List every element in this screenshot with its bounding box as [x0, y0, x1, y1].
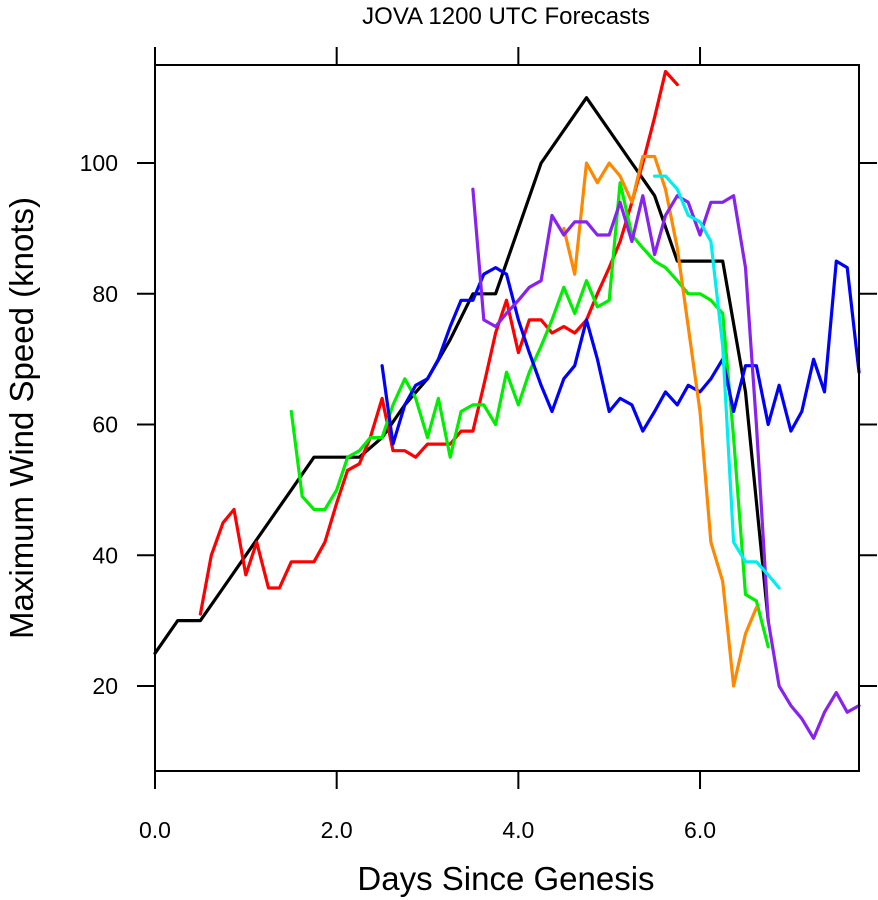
series-line-1	[153, 96, 770, 655]
y-tick-label: 100	[80, 150, 118, 176]
x-tick-label: 6.0	[684, 817, 716, 843]
plot-frame	[154, 64, 860, 772]
y-tick-label: 20	[92, 673, 118, 699]
series-line-5	[562, 154, 758, 688]
x-axis-label: Days Since Genesis	[357, 860, 654, 897]
series-line-3	[289, 181, 770, 649]
x-tick-label: 4.0	[502, 817, 534, 843]
y-tick-label: 60	[92, 412, 118, 438]
y-ticks: 20 40 60 80 100	[80, 150, 877, 699]
x-tick-label: 2.0	[321, 817, 353, 843]
x-tick-label: 0.0	[139, 817, 171, 843]
series-layer	[153, 69, 861, 740]
x-ticks: 0.0 2.0 4.0 6.0	[139, 47, 716, 843]
series-line-7	[653, 174, 781, 590]
y-tick-label: 40	[92, 542, 118, 568]
y-axis-label: Maximum Wind Speed (knots)	[3, 197, 40, 639]
series-line-6	[471, 187, 861, 740]
series-line-4	[380, 259, 861, 446]
series-line-2	[198, 69, 679, 616]
y-tick-label: 80	[92, 281, 118, 307]
chart-title: JOVA 1200 UTC Forecasts	[362, 3, 650, 30]
